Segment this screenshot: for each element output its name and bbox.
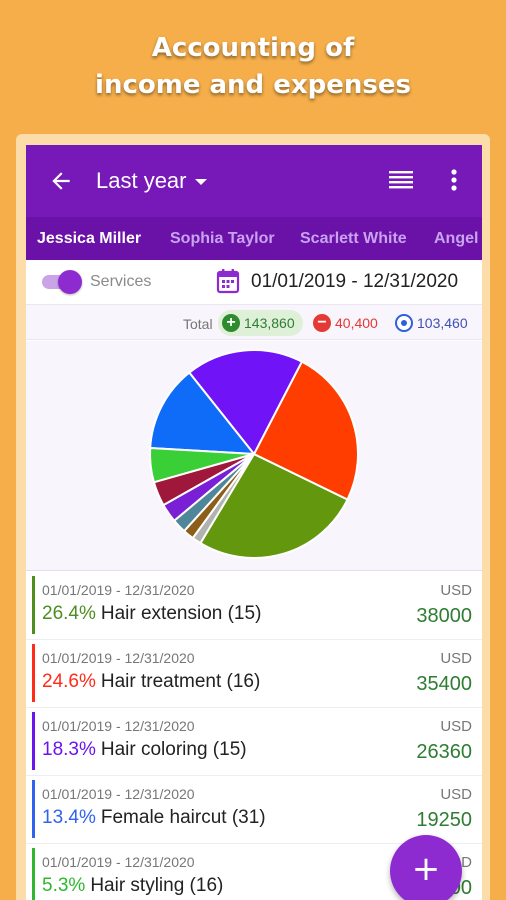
row-category: Hair treatment (16) — [100, 671, 261, 692]
promo-line-1: Accounting of — [151, 33, 355, 63]
list-item[interactable]: 01/01/2019 - 12/31/2020 18.3% Hair colori… — [26, 708, 482, 776]
row-amount: 19250 — [416, 809, 472, 831]
row-percent: 5.3% — [42, 875, 86, 896]
row-title: 13.4% Female haircut (31) — [42, 807, 266, 829]
filter-bar: Services 01/01/2019 - 12/31/2020 — [26, 260, 482, 304]
tab-sophia-taylor[interactable]: Sophia Taylor — [170, 230, 275, 247]
row-color-bar — [32, 780, 35, 838]
balance-circle-icon — [395, 314, 413, 332]
list-view-icon[interactable] — [388, 169, 414, 193]
pie-slice-3[interactable] — [187, 349, 304, 456]
plus-circle-icon: + — [222, 314, 240, 332]
period-title: Last year — [96, 168, 187, 193]
dropdown-caret-icon — [194, 179, 207, 186]
balance-total: 103,460 — [391, 310, 476, 336]
row-category: Hair coloring (15) — [100, 739, 247, 760]
promo-line-2: income and expenses — [95, 70, 411, 100]
row-title: 24.6% Hair treatment (16) — [42, 671, 260, 693]
row-title: 26.4% Hair extension (15) — [42, 603, 261, 625]
total-label: Total — [183, 316, 213, 332]
employee-tabs: Jessica Miller Sophia Taylor Scarlett Wh… — [26, 217, 482, 260]
row-category: Hair styling (16) — [90, 875, 224, 896]
more-vertical-icon[interactable] — [444, 167, 464, 195]
row-amount: 26360 — [416, 741, 472, 763]
row-date-range: 01/01/2019 - 12/31/2020 — [42, 854, 195, 870]
pie-slice-10[interactable] — [191, 453, 255, 545]
row-title: 18.3% Hair coloring (15) — [42, 739, 247, 761]
pie-chart[interactable] — [26, 341, 482, 571]
period-selector[interactable]: Last year — [96, 168, 207, 194]
row-color-bar — [32, 576, 35, 634]
row-amount: 35400 — [416, 673, 472, 695]
minus-circle-icon: − — [313, 314, 331, 332]
tab-jessica-miller[interactable]: Jessica Miller — [37, 230, 142, 247]
list-item[interactable]: 01/01/2019 - 12/31/2020 26.4% Hair extens… — [26, 572, 482, 640]
list-item[interactable]: 01/01/2019 - 12/31/2020 24.6% Hair treatm… — [26, 640, 482, 708]
expense-value: 40,400 — [335, 315, 378, 331]
pie-slice-4[interactable] — [149, 371, 257, 456]
income-value: 143,860 — [244, 315, 295, 331]
add-entry-button[interactable]: + — [390, 835, 462, 900]
services-label: Services — [90, 273, 152, 290]
row-color-bar — [32, 848, 35, 900]
row-date-range: 01/01/2019 - 12/31/2020 — [42, 650, 195, 666]
row-date-range: 01/01/2019 - 12/31/2020 — [42, 786, 195, 802]
row-percent: 18.3% — [42, 739, 96, 760]
app-bar: Last year — [26, 145, 482, 217]
tab-angel[interactable]: Angel — [434, 230, 479, 247]
pie-slice-2[interactable] — [252, 360, 359, 501]
calendar-icon[interactable] — [216, 268, 240, 294]
row-category: Female haircut (31) — [100, 807, 266, 828]
row-date-range: 01/01/2019 - 12/31/2020 — [42, 582, 195, 598]
pie-chart-panel — [26, 341, 482, 571]
list-item[interactable]: 01/01/2019 - 12/31/2020 13.4% Female hair… — [26, 776, 482, 844]
row-color-bar — [32, 644, 35, 702]
balance-value: 103,460 — [417, 315, 468, 331]
row-date-range: 01/01/2019 - 12/31/2020 — [42, 718, 195, 734]
row-currency: USD — [440, 582, 472, 599]
services-toggle[interactable] — [40, 270, 82, 294]
row-percent: 13.4% — [42, 807, 96, 828]
row-percent: 24.6% — [42, 671, 96, 692]
plus-icon: + — [411, 849, 441, 889]
row-currency: USD — [440, 786, 472, 803]
row-color-bar — [32, 712, 35, 770]
row-amount: 38000 — [416, 605, 472, 627]
income-total: + 143,860 — [218, 310, 303, 336]
expense-total: − 40,400 — [309, 310, 386, 336]
promo-heading: Accounting of income and expenses — [0, 30, 506, 104]
totals-bar: Total + 143,860 − 40,400 103,460 — [26, 304, 482, 340]
row-percent: 26.4% — [42, 603, 96, 624]
app-screen: Last year Jessica Miller Sophia Taylor S… — [26, 145, 482, 900]
row-currency: USD — [440, 718, 472, 735]
pie-slice-1[interactable] — [199, 452, 349, 559]
row-category: Hair extension (15) — [100, 603, 262, 624]
date-range[interactable]: 01/01/2019 - 12/31/2020 — [251, 271, 459, 292]
row-title: 5.3% Hair styling (16) — [42, 875, 223, 897]
toggle-knob — [58, 270, 82, 294]
arrow-left-icon[interactable] — [48, 168, 74, 194]
tab-scarlett-white[interactable]: Scarlett White — [300, 230, 407, 247]
row-currency: USD — [440, 650, 472, 667]
